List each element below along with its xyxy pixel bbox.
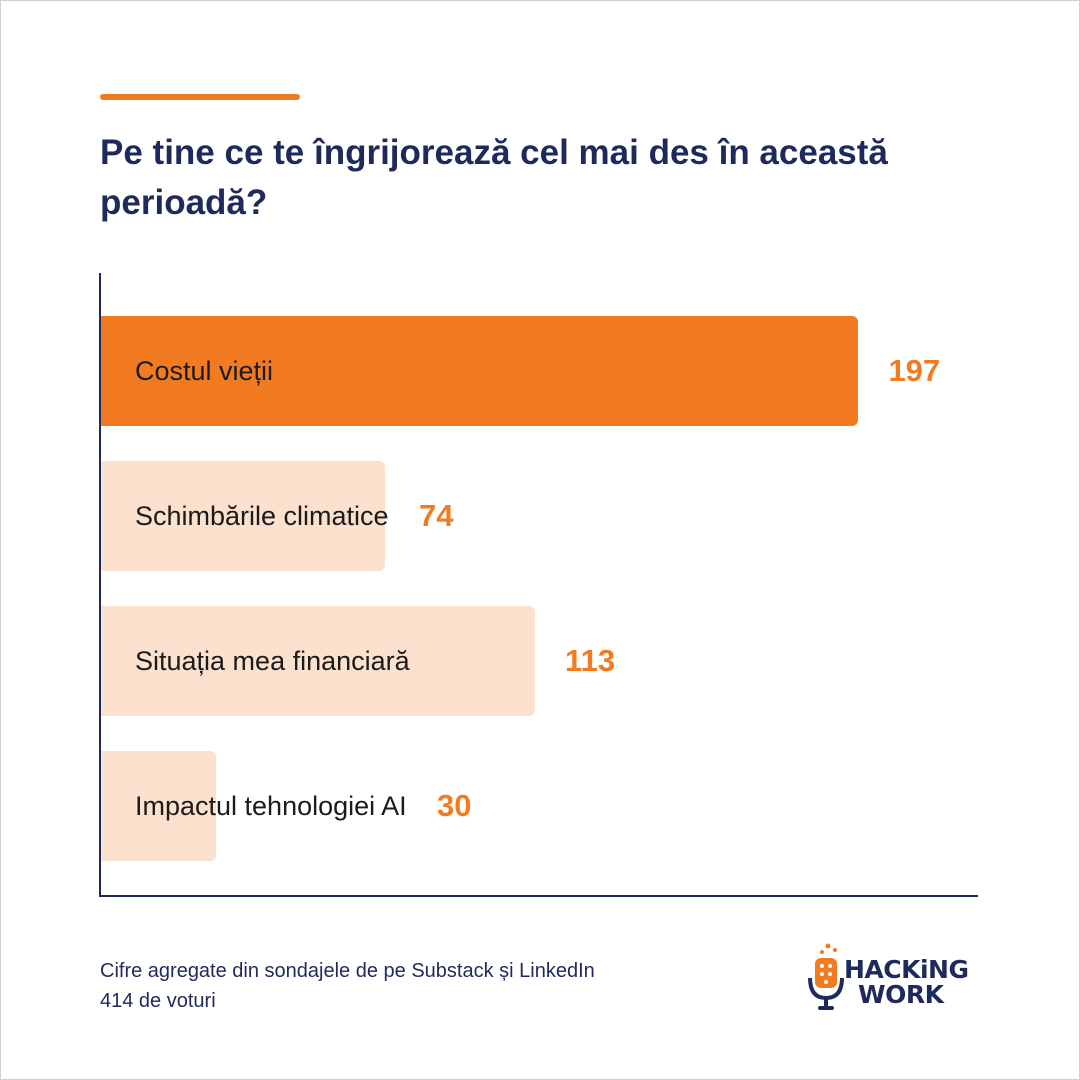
bar — [100, 606, 536, 716]
logo-line2: WORK — [858, 980, 944, 1009]
data-label: 113 — [565, 643, 616, 678]
bar-label: Situația mea financiară — [135, 646, 410, 676]
bar-label: Schimbările climatice — [135, 501, 389, 531]
footnote: Cifre agregate din sondajele de pe Subst… — [100, 956, 595, 1016]
accent-line — [100, 94, 300, 100]
data-label: 30 — [437, 788, 472, 823]
bar-label: Costul vieții — [135, 356, 274, 386]
data-label: 74 — [419, 498, 454, 533]
bar — [100, 316, 859, 426]
microphone-icon — [808, 943, 844, 1010]
bar — [100, 751, 216, 861]
bar — [100, 461, 385, 571]
bar-label: Impactul tehnologiei AI — [135, 791, 407, 821]
footnote-source: Cifre agregate din sondajele de pe Subst… — [100, 960, 595, 982]
y-axis-line — [99, 273, 101, 897]
hacking-work-logo: HACKiNG WORK — [806, 942, 982, 1012]
x-axis-line — [99, 895, 978, 897]
data-label: 197 — [888, 353, 941, 388]
footnote-votes: 414 de voturi — [100, 990, 216, 1012]
logo-wordmark: HACKiNG WORK — [844, 957, 969, 1007]
chart-title: Pe tine ce te îngrijorează cel mai des î… — [100, 133, 888, 222]
logo-line1: HACKiNG — [844, 955, 969, 984]
